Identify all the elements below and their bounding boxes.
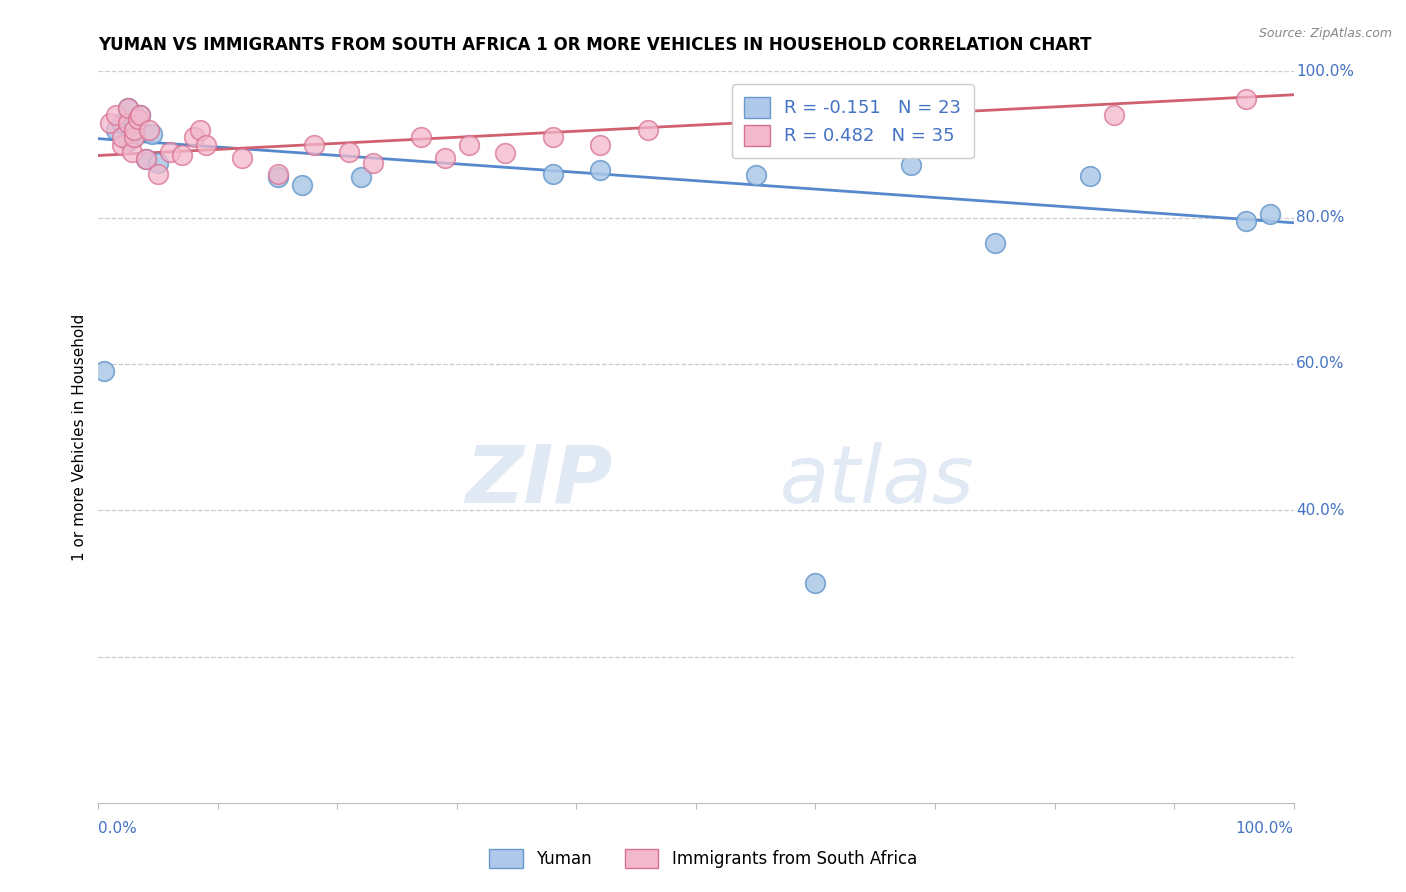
Text: YUMAN VS IMMIGRANTS FROM SOUTH AFRICA 1 OR MORE VEHICLES IN HOUSEHOLD CORRELATIO: YUMAN VS IMMIGRANTS FROM SOUTH AFRICA 1 … bbox=[98, 36, 1092, 54]
Point bbox=[541, 167, 564, 181]
Point bbox=[117, 101, 139, 115]
Point bbox=[267, 167, 290, 181]
Point bbox=[117, 101, 139, 115]
Point bbox=[541, 130, 564, 145]
Point bbox=[589, 137, 612, 152]
Point bbox=[194, 137, 217, 152]
Point bbox=[148, 167, 170, 181]
Point bbox=[983, 236, 1005, 251]
Point bbox=[148, 155, 170, 169]
Text: 60.0%: 60.0% bbox=[1296, 357, 1344, 371]
Point bbox=[637, 123, 659, 137]
Text: Source: ZipAtlas.com: Source: ZipAtlas.com bbox=[1258, 27, 1392, 40]
Point bbox=[135, 152, 157, 166]
Point bbox=[1234, 92, 1257, 106]
Point bbox=[1102, 108, 1125, 122]
Point bbox=[105, 108, 128, 122]
Point bbox=[111, 137, 134, 152]
Point bbox=[105, 123, 128, 137]
Point bbox=[135, 152, 157, 166]
Point bbox=[159, 145, 181, 159]
Point bbox=[267, 170, 290, 185]
Point bbox=[433, 151, 456, 165]
Point bbox=[948, 123, 970, 137]
Point bbox=[363, 155, 385, 169]
Text: 80.0%: 80.0% bbox=[1296, 211, 1344, 225]
Point bbox=[124, 130, 146, 145]
Point bbox=[121, 145, 143, 159]
Y-axis label: 1 or more Vehicles in Household: 1 or more Vehicles in Household bbox=[72, 313, 87, 561]
Point bbox=[172, 148, 194, 162]
Text: 0.0%: 0.0% bbox=[98, 821, 138, 836]
Point bbox=[231, 151, 253, 165]
Point bbox=[111, 130, 134, 145]
Point bbox=[124, 115, 146, 129]
Point bbox=[129, 108, 152, 122]
Point bbox=[350, 170, 373, 185]
Point bbox=[141, 127, 163, 141]
Point bbox=[290, 178, 312, 192]
Text: 40.0%: 40.0% bbox=[1296, 503, 1344, 517]
Point bbox=[188, 123, 211, 137]
Legend: R = -0.151   N = 23, R = 0.482   N = 35: R = -0.151 N = 23, R = 0.482 N = 35 bbox=[731, 84, 974, 158]
Point bbox=[124, 123, 146, 137]
Point bbox=[117, 115, 139, 129]
Text: 100.0%: 100.0% bbox=[1236, 821, 1294, 836]
Point bbox=[494, 146, 516, 161]
Point bbox=[127, 112, 149, 126]
Point bbox=[337, 145, 360, 159]
Point bbox=[804, 576, 827, 591]
Point bbox=[1258, 207, 1281, 221]
Point bbox=[411, 130, 433, 145]
Point bbox=[117, 134, 139, 148]
Point bbox=[124, 130, 146, 145]
Text: atlas: atlas bbox=[779, 442, 974, 520]
Text: ZIP: ZIP bbox=[465, 442, 612, 520]
Point bbox=[745, 168, 768, 182]
Point bbox=[900, 158, 922, 172]
Point bbox=[458, 137, 481, 152]
Point bbox=[183, 130, 205, 145]
Point bbox=[815, 115, 838, 129]
Point bbox=[1080, 169, 1102, 183]
Point bbox=[138, 123, 160, 137]
Point bbox=[98, 115, 122, 129]
Point bbox=[129, 108, 152, 122]
Text: 100.0%: 100.0% bbox=[1296, 64, 1354, 78]
Point bbox=[111, 115, 134, 129]
Point bbox=[589, 163, 612, 178]
Point bbox=[93, 364, 115, 378]
Point bbox=[302, 137, 325, 152]
Legend: Yuman, Immigrants from South Africa: Yuman, Immigrants from South Africa bbox=[482, 842, 924, 875]
Point bbox=[1234, 214, 1257, 228]
